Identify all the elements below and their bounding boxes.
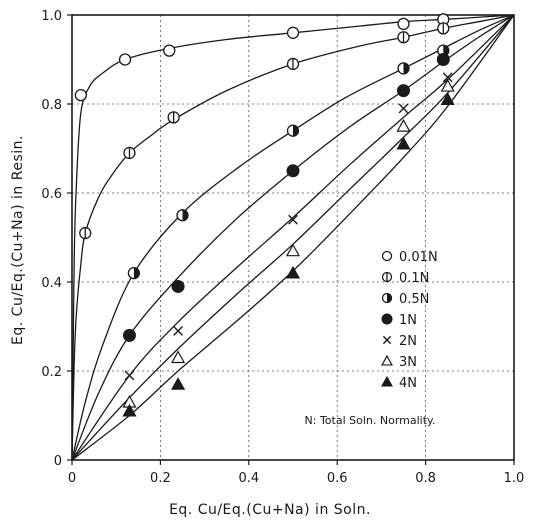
series-line-0p01n	[71, 14, 515, 461]
y-axis-label: Eq. Cu/Eq.(Cu+Na) in Resin.	[10, 135, 26, 345]
series-markers	[74, 13, 455, 417]
data-point-4n	[440, 92, 455, 105]
legend-marker-1n	[381, 313, 393, 325]
x-tick-label: 0.6	[327, 471, 348, 486]
y-tick-label: 0	[54, 454, 62, 469]
data-point-0p5n	[176, 209, 189, 222]
legend-label-4n: 4N	[399, 376, 417, 391]
legend-label-0p1n: 0.1N	[399, 271, 429, 286]
data-point-0p1n	[123, 146, 136, 160]
data-point-0p1n	[286, 57, 300, 71]
data-point-0p5n	[286, 124, 300, 137]
data-point-4n	[285, 265, 301, 279]
data-point-3n	[285, 243, 301, 257]
legend-label-2n: 2N	[399, 334, 417, 349]
data-point-3n	[440, 78, 455, 92]
data-point-0p1n	[437, 22, 450, 35]
grid-lines	[72, 15, 514, 460]
data-point-4n	[171, 377, 186, 390]
data-point-0p01n	[74, 88, 87, 102]
y-tick-label: 0.2	[41, 365, 62, 380]
data-point-0p01n	[118, 53, 132, 66]
legend-marker-2n	[382, 335, 392, 345]
legend-marker-0p5n	[381, 292, 393, 304]
series-line-2n	[71, 14, 515, 461]
legend-label-0p5n: 0.5N	[399, 292, 429, 307]
x-tick-label: 0.4	[238, 471, 259, 486]
data-point-3n	[396, 118, 411, 132]
data-point-4n	[396, 136, 411, 150]
x-tick-label: 0.2	[150, 471, 171, 486]
data-point-0p1n	[397, 31, 410, 44]
legend-label-1n: 1N	[399, 313, 417, 328]
x-tick-label: 0	[68, 471, 76, 486]
legend-marker-0p1n	[381, 271, 393, 283]
axis-ticks: 0 0.2 0.4 0.6 0.8 1.0 0 0.2 0.4 0.6 0.8 1.0	[41, 9, 524, 486]
data-point-3n	[171, 350, 186, 364]
data-point-1n	[286, 164, 300, 178]
data-point-1n	[122, 328, 136, 342]
data-point-0p5n	[397, 62, 410, 75]
y-tick-label: 0.6	[41, 187, 62, 202]
y-tick-label: 0.8	[41, 98, 62, 113]
y-tick-label: 0.4	[41, 276, 62, 291]
y-tick-label: 1.0	[41, 9, 62, 24]
data-point-0p01n	[163, 44, 176, 57]
data-point-2n	[173, 326, 183, 336]
x-axis-label: Eq. Cu/Eq.(Cu+Na) in Soln.	[169, 502, 371, 518]
data-point-1n	[171, 279, 185, 293]
data-point-0p1n	[79, 226, 92, 240]
series-line-4n	[71, 14, 515, 461]
data-point-2n	[124, 370, 135, 381]
normality-note: N: Total Soln. Normality.	[305, 414, 436, 427]
legend-marker-0p01n	[381, 250, 393, 262]
legend-label-0p01n: 0.01N	[399, 250, 438, 265]
data-point-0p01n	[397, 17, 410, 31]
x-tick-label: 0.8	[415, 471, 436, 486]
legend: 0.01N 0.1N 0.5N 1N 2N 3N 4N	[381, 250, 438, 391]
legend-label-3n: 3N	[399, 355, 417, 370]
data-point-2n	[288, 214, 298, 225]
data-point-4n	[122, 403, 137, 417]
x-tick-label: 1.0	[504, 471, 525, 486]
data-point-0p1n	[167, 111, 180, 124]
plot-frame	[71, 14, 515, 461]
data-point-0p01n	[286, 26, 300, 39]
data-point-0p5n	[127, 266, 141, 280]
data-point-1n	[436, 53, 450, 66]
legend-marker-4n	[381, 375, 393, 387]
data-point-1n	[397, 84, 410, 98]
data-point-2n	[398, 103, 409, 114]
data-point-2n	[442, 72, 453, 83]
legend-marker-3n	[381, 354, 393, 366]
series-line-0p1n	[71, 14, 515, 461]
